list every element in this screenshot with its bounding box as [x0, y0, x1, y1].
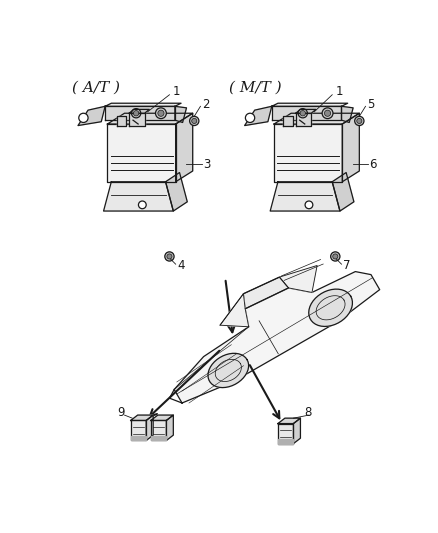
Polygon shape [296, 113, 311, 126]
Polygon shape [131, 415, 153, 421]
Text: 9: 9 [117, 406, 124, 419]
Polygon shape [78, 106, 105, 126]
Polygon shape [332, 173, 354, 211]
Polygon shape [342, 113, 359, 182]
Polygon shape [103, 182, 173, 211]
Circle shape [167, 254, 172, 259]
Text: 1: 1 [336, 85, 343, 98]
Text: ( M/T ): ( M/T ) [229, 81, 282, 95]
Text: 6: 6 [369, 158, 377, 171]
Polygon shape [274, 124, 342, 182]
Circle shape [333, 254, 338, 259]
Polygon shape [270, 182, 340, 211]
Polygon shape [342, 106, 353, 123]
Polygon shape [131, 421, 146, 440]
Text: 8: 8 [304, 406, 312, 419]
Polygon shape [129, 109, 149, 113]
Polygon shape [220, 294, 249, 327]
Circle shape [158, 110, 164, 116]
Polygon shape [208, 353, 249, 387]
Polygon shape [278, 439, 293, 443]
Circle shape [357, 118, 362, 124]
Circle shape [300, 110, 305, 116]
Polygon shape [117, 116, 126, 126]
Circle shape [134, 110, 139, 116]
Circle shape [192, 118, 197, 124]
Polygon shape [244, 277, 289, 309]
Polygon shape [151, 421, 166, 440]
Text: 4: 4 [177, 259, 185, 272]
Polygon shape [272, 106, 342, 120]
Polygon shape [166, 415, 173, 440]
Polygon shape [175, 106, 187, 123]
Circle shape [322, 108, 333, 119]
Circle shape [331, 252, 340, 261]
Circle shape [131, 109, 141, 118]
Polygon shape [129, 113, 145, 126]
Polygon shape [146, 415, 153, 440]
Circle shape [325, 110, 331, 116]
Text: 1: 1 [173, 85, 180, 98]
Polygon shape [296, 109, 316, 113]
Polygon shape [293, 418, 300, 443]
Polygon shape [105, 106, 175, 120]
Text: 2: 2 [202, 98, 209, 110]
Polygon shape [272, 103, 348, 106]
Polygon shape [278, 418, 300, 424]
Circle shape [138, 201, 146, 209]
Polygon shape [274, 113, 359, 124]
Text: 7: 7 [343, 259, 350, 272]
Polygon shape [220, 277, 289, 325]
Circle shape [305, 201, 313, 209]
Polygon shape [176, 113, 193, 182]
Text: ( A/T ): ( A/T ) [72, 81, 120, 95]
Polygon shape [174, 272, 380, 403]
Polygon shape [151, 415, 173, 421]
Polygon shape [107, 113, 193, 124]
Polygon shape [151, 436, 166, 440]
Polygon shape [107, 124, 176, 182]
Polygon shape [105, 103, 181, 106]
Circle shape [155, 108, 166, 119]
Polygon shape [309, 289, 353, 326]
Polygon shape [279, 265, 317, 293]
Circle shape [355, 116, 364, 126]
Circle shape [190, 116, 199, 126]
Polygon shape [166, 173, 187, 211]
Polygon shape [283, 116, 293, 126]
Circle shape [298, 109, 307, 118]
Circle shape [165, 252, 174, 261]
Circle shape [245, 113, 255, 123]
Text: 5: 5 [367, 98, 374, 110]
Polygon shape [131, 436, 146, 440]
Text: 3: 3 [204, 158, 211, 171]
Circle shape [79, 113, 88, 123]
Polygon shape [245, 106, 272, 126]
Polygon shape [278, 424, 293, 443]
